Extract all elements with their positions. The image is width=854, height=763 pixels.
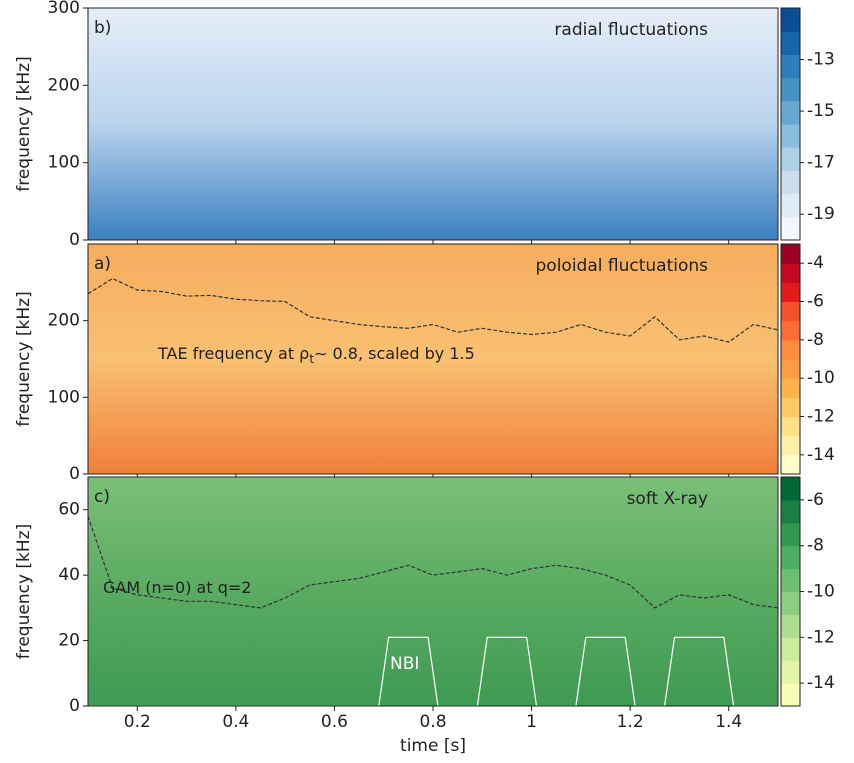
x-tick-label: 0.2 — [124, 712, 151, 732]
colorbar-level — [781, 522, 800, 547]
colorbar-level — [781, 263, 800, 283]
colorbar-level — [781, 282, 800, 302]
x-axis-label: time [s] — [400, 736, 466, 756]
colorbar-tick-label: -13 — [807, 50, 835, 70]
y-tick-label: 200 — [48, 75, 80, 95]
colorbar-tick-label: -14 — [807, 673, 835, 693]
colorbar-level — [781, 124, 800, 148]
colorbar-tick-label: -6 — [807, 292, 824, 312]
panel-title: radial fluctuations — [554, 20, 708, 40]
annotation-part: ∼ 0.8, scaled by 1.5 — [314, 344, 475, 363]
overlay-line — [87, 277, 779, 343]
colorbar-tick-label: -14 — [807, 445, 835, 465]
colorbar-level — [781, 54, 800, 79]
y-tick-label: 200 — [48, 311, 80, 331]
x-tick-label: 1.4 — [715, 712, 742, 732]
y-tick-label: 40 — [58, 565, 80, 585]
colorbar-tick-label: -15 — [807, 101, 835, 121]
colorbar-level — [781, 31, 800, 55]
colorbar-level — [781, 435, 800, 456]
colorbar-level — [781, 660, 800, 684]
annotation: TAE frequency at ρt∼ 0.8, scaled by 1.5 — [157, 344, 475, 366]
colorbar-level — [781, 301, 800, 322]
y-tick-label: 300 — [48, 0, 80, 18]
colorbar-frame — [780, 243, 801, 475]
x-tick-label: 1 — [526, 712, 537, 732]
panel-title: poloidal fluctuations — [536, 256, 709, 276]
colorbar-tick-label: -12 — [807, 627, 835, 647]
colorbar-tick-label: -12 — [807, 407, 835, 427]
y-axis-label: frequency [kHz] — [14, 56, 34, 192]
x-tick-label: 1.2 — [617, 712, 644, 732]
colorbar-tick-label: -6 — [807, 490, 824, 510]
colorbar-tick-label: -8 — [807, 536, 824, 556]
colorbar-level — [781, 359, 800, 379]
x-tick-label: 0.6 — [321, 712, 348, 732]
colorbar-level — [781, 499, 800, 524]
colorbar-tick-label: -4 — [807, 253, 824, 273]
y-tick-label: 0 — [69, 696, 80, 716]
y-tick-label: 100 — [48, 387, 80, 407]
colorbar-level — [781, 568, 800, 592]
colorbar-level — [781, 637, 800, 661]
colorbar-tick-label: -10 — [807, 368, 835, 388]
y-tick-label: 100 — [48, 153, 80, 173]
colorbar-level — [781, 591, 800, 615]
colorbar-level — [781, 477, 800, 501]
colorbar-level — [781, 683, 800, 707]
colorbar-tick-label: -17 — [807, 153, 835, 173]
colorbar-tick-label: -8 — [807, 330, 824, 350]
colorbar-tick-label: -10 — [807, 582, 835, 602]
annotation-part: TAE frequency at ρ — [157, 344, 309, 363]
colorbar-level — [781, 397, 800, 417]
colorbar-tick-label: -19 — [807, 204, 835, 224]
y-axis-label: frequency [kHz] — [14, 291, 34, 427]
colorbar-level — [781, 147, 800, 171]
annotation-part: GAM (n=0) at q=2 — [103, 578, 251, 597]
colorbar-level — [781, 244, 800, 264]
colorbar-level — [781, 100, 800, 125]
colorbar-frame — [780, 7, 801, 241]
panel-label: a) — [94, 254, 111, 274]
colorbar-level — [781, 77, 800, 102]
colorbar-level — [781, 454, 800, 475]
spectrogram-image — [88, 8, 778, 240]
colorbar-level — [781, 339, 800, 360]
colorbar-level — [781, 614, 800, 638]
colorbar-level — [781, 416, 800, 437]
panel-label: c) — [94, 487, 110, 507]
y-axis-label: frequency [kHz] — [14, 524, 34, 660]
annotation-part: t — [309, 352, 314, 366]
line-label: NBI — [390, 654, 419, 674]
colorbar-level — [781, 320, 800, 341]
colorbar-level — [781, 193, 800, 218]
colorbar-level — [781, 545, 800, 570]
x-tick-label: 0.8 — [419, 712, 446, 732]
panel-title: soft X-ray — [627, 489, 708, 509]
colorbar-level — [781, 378, 800, 398]
y-tick-label: 60 — [58, 500, 80, 520]
y-tick-label: 0 — [69, 464, 80, 484]
annotation: GAM (n=0) at q=2 — [103, 578, 251, 597]
x-tick-label: 0.4 — [222, 712, 249, 732]
y-tick-label: 0 — [69, 230, 80, 250]
spectrogram-image — [88, 244, 778, 474]
colorbar-level — [781, 216, 800, 241]
panel-label: b) — [94, 18, 111, 38]
y-tick-label: 20 — [58, 631, 80, 651]
colorbar-level — [781, 170, 800, 195]
colorbar-level — [781, 8, 800, 32]
